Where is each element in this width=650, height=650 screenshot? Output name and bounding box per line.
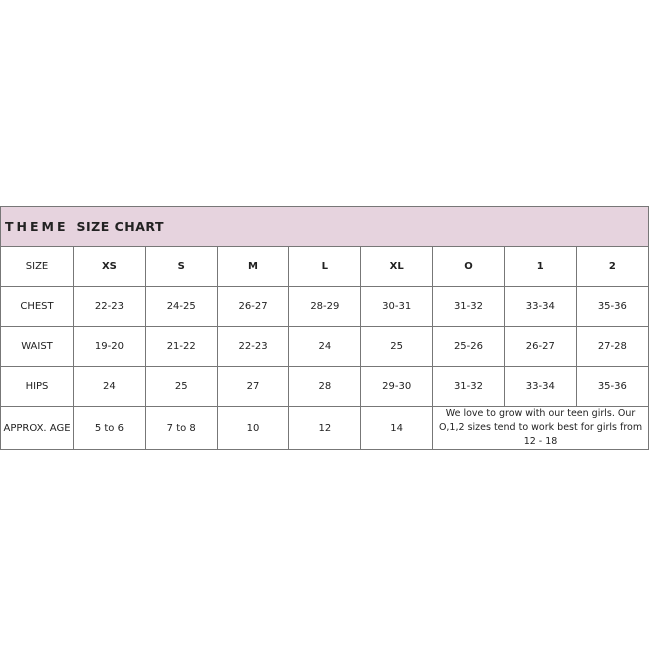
chart-title-size-chart: SIZE CHART [76, 219, 165, 234]
size-header: S [144, 247, 218, 287]
measurement-cell: 29-30 [360, 366, 434, 407]
age-cell: 14 [360, 406, 434, 449]
table-row: HIPS 24 25 27 28 29-30 31-32 33-34 35-36 [1, 366, 648, 407]
row-label: CHEST [1, 286, 74, 327]
measurement-cell: 33-34 [503, 286, 577, 327]
measurement-cell: 22-23 [216, 326, 290, 367]
age-cell: 10 [216, 406, 290, 449]
measurement-cell: 33-34 [503, 366, 577, 407]
measurement-cell: 26-27 [216, 286, 290, 327]
header-row: SIZE XS S M L XL O 1 2 [1, 247, 648, 287]
size-header: XL [360, 247, 434, 287]
size-header: L [288, 247, 362, 287]
measurement-cell: 31-32 [432, 366, 505, 407]
size-chart: THEME SIZE CHART SIZE XS S M L XL O 1 2 CHEST 22-2… [0, 206, 649, 450]
measurement-cell: 25 [144, 366, 218, 407]
row-label: HIPS [1, 366, 74, 407]
measurement-cell: 30-31 [360, 286, 434, 327]
measurement-cell: 19-20 [73, 326, 146, 367]
size-header: 1 [503, 247, 577, 287]
table-row: CHEST 22-23 24-25 26-27 28-29 30-31 31-32 33-34… [1, 286, 648, 327]
table-row: WAIST 19-20 21-22 22-23 24 25 25-26 26-27 27-28 [1, 326, 648, 367]
age-note: We love to grow with our teen girls. Our… [432, 406, 648, 449]
measurement-cell: 31-32 [432, 286, 505, 327]
age-cell: 5 to 6 [73, 406, 146, 449]
size-header: O [432, 247, 505, 287]
measurement-cell: 28-29 [288, 286, 362, 327]
size-table: SIZE XS S M L XL O 1 2 CHEST 22-23 24-25 26-27 28-29 3… [1, 247, 648, 449]
measurement-cell: 35-36 [575, 366, 648, 407]
measurement-cell: 35-36 [575, 286, 648, 327]
measurement-cell: 27-28 [575, 326, 648, 367]
measurement-cell: 25-26 [432, 326, 505, 367]
measurement-cell: 27 [216, 366, 290, 407]
size-header: M [216, 247, 290, 287]
chart-title-theme: THEME [5, 219, 69, 234]
measurement-cell: 25 [360, 326, 434, 367]
size-header: XS [73, 247, 146, 287]
measurement-cell: 28 [288, 366, 362, 407]
age-cell: 7 to 8 [144, 406, 218, 449]
row-label: SIZE [1, 247, 74, 287]
measurement-cell: 24 [73, 366, 146, 407]
age-cell: 12 [288, 406, 362, 449]
measurement-cell: 26-27 [503, 326, 577, 367]
row-label: APPROX. AGE [1, 406, 74, 449]
size-header: 2 [575, 247, 648, 287]
measurement-cell: 22-23 [73, 286, 146, 327]
measurement-cell: 24-25 [144, 286, 218, 327]
measurement-cell: 24 [288, 326, 362, 367]
row-label: WAIST [1, 326, 74, 367]
measurement-cell: 21-22 [144, 326, 218, 367]
chart-title: THEME SIZE CHART [1, 207, 648, 247]
